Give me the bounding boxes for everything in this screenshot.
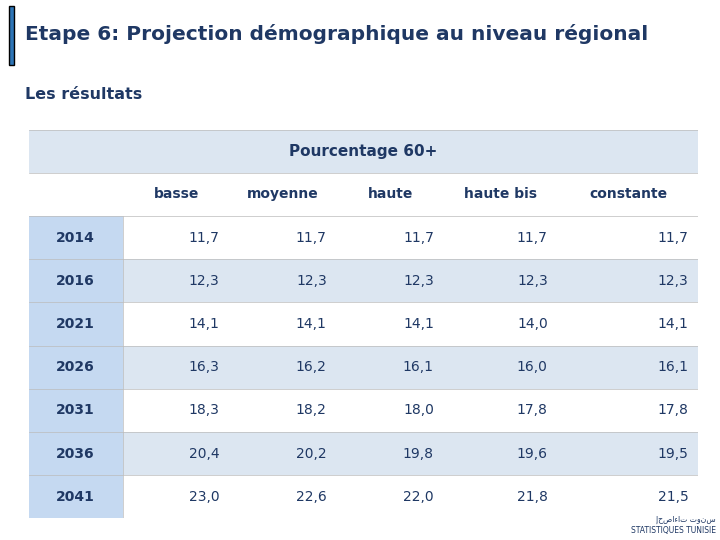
FancyBboxPatch shape [29, 302, 698, 346]
Text: 12,3: 12,3 [189, 274, 220, 288]
Text: 16,1: 16,1 [403, 360, 434, 374]
Text: 2036: 2036 [56, 447, 95, 461]
FancyBboxPatch shape [29, 432, 698, 475]
Text: Etape 6: Projection démographique au niveau régional: Etape 6: Projection démographique au niv… [25, 24, 649, 44]
Text: 18,3: 18,3 [189, 403, 220, 417]
Text: 16,3: 16,3 [189, 360, 220, 374]
Text: 21,5: 21,5 [657, 490, 688, 504]
Text: 22,0: 22,0 [403, 490, 434, 504]
Text: 2014: 2014 [56, 231, 95, 245]
Text: 19,5: 19,5 [657, 447, 688, 461]
FancyBboxPatch shape [29, 173, 698, 216]
Text: 12,3: 12,3 [657, 274, 688, 288]
FancyBboxPatch shape [29, 259, 122, 302]
Text: 19,8: 19,8 [403, 447, 434, 461]
Text: haute bis: haute bis [464, 187, 537, 201]
Text: constante: constante [589, 187, 667, 201]
Text: 14,1: 14,1 [403, 317, 434, 331]
Text: 17,8: 17,8 [657, 403, 688, 417]
Text: 2016: 2016 [56, 274, 95, 288]
FancyBboxPatch shape [29, 432, 122, 475]
Text: 2026: 2026 [56, 360, 95, 374]
Text: 12,3: 12,3 [403, 274, 434, 288]
FancyBboxPatch shape [29, 216, 698, 259]
FancyBboxPatch shape [29, 475, 122, 518]
FancyBboxPatch shape [29, 346, 698, 389]
Text: 17,8: 17,8 [517, 403, 548, 417]
Text: 16,2: 16,2 [296, 360, 327, 374]
Text: 16,1: 16,1 [657, 360, 688, 374]
FancyBboxPatch shape [29, 389, 122, 432]
Text: Pourcentage 60+: Pourcentage 60+ [289, 144, 438, 159]
Text: 16,0: 16,0 [517, 360, 548, 374]
Text: 14,0: 14,0 [517, 317, 548, 331]
Text: 23,0: 23,0 [189, 490, 220, 504]
FancyBboxPatch shape [9, 5, 14, 65]
Text: 18,2: 18,2 [296, 403, 327, 417]
Text: 12,3: 12,3 [517, 274, 548, 288]
Text: 11,7: 11,7 [403, 231, 434, 245]
Text: 2041: 2041 [56, 490, 95, 504]
Text: 14,1: 14,1 [296, 317, 327, 331]
Text: 20,2: 20,2 [296, 447, 327, 461]
Text: 11,7: 11,7 [657, 231, 688, 245]
FancyBboxPatch shape [29, 346, 122, 389]
FancyBboxPatch shape [29, 389, 698, 432]
Text: basse: basse [153, 187, 199, 201]
Text: إحصاءات تونس
STATISTIQUES TUNISIE: إحصاءات تونس STATISTIQUES TUNISIE [631, 516, 716, 535]
Text: Les résultats: Les résultats [25, 87, 143, 102]
Text: 12,3: 12,3 [296, 274, 327, 288]
Text: 14,1: 14,1 [657, 317, 688, 331]
FancyBboxPatch shape [29, 302, 122, 346]
Text: 19,6: 19,6 [517, 447, 548, 461]
Text: 2031: 2031 [56, 403, 95, 417]
Text: 11,7: 11,7 [189, 231, 220, 245]
Text: 21,8: 21,8 [517, 490, 548, 504]
Text: 22,6: 22,6 [296, 490, 327, 504]
Text: 20,4: 20,4 [189, 447, 220, 461]
FancyBboxPatch shape [29, 259, 698, 302]
Text: 11,7: 11,7 [517, 231, 548, 245]
Text: 11,7: 11,7 [296, 231, 327, 245]
Text: 2021: 2021 [56, 317, 95, 331]
Text: moyenne: moyenne [248, 187, 319, 201]
FancyBboxPatch shape [29, 130, 698, 173]
FancyBboxPatch shape [29, 475, 698, 518]
Text: haute: haute [368, 187, 413, 201]
Text: 18,0: 18,0 [403, 403, 434, 417]
Text: 14,1: 14,1 [189, 317, 220, 331]
FancyBboxPatch shape [29, 216, 122, 259]
